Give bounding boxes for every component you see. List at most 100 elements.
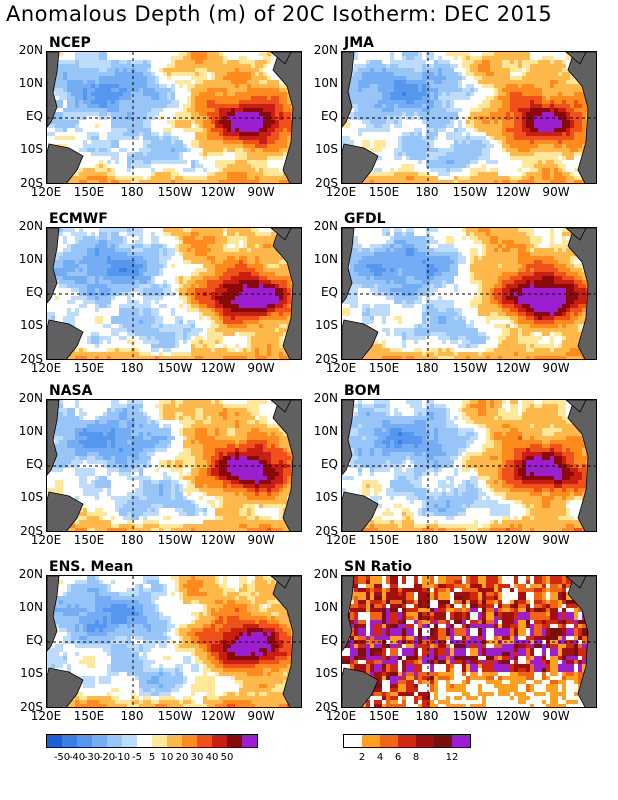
heatmap-cell	[187, 84, 191, 88]
heatmap-cell	[239, 152, 243, 156]
heatmap-cell	[422, 72, 426, 76]
heatmap-cell	[123, 76, 127, 80]
heatmap-cell	[127, 120, 131, 124]
heatmap-cell	[247, 60, 251, 64]
heatmap-cell	[247, 104, 251, 108]
heatmap-cell	[374, 104, 378, 108]
heatmap-cell	[430, 112, 434, 116]
heatmap-cell	[111, 104, 115, 108]
heatmap-cell	[215, 288, 219, 292]
heatmap-cell	[175, 244, 179, 248]
heatmap-cell	[115, 124, 119, 128]
heatmap-cell	[530, 100, 534, 104]
heatmap-cell	[486, 60, 490, 64]
heatmap-cell	[366, 92, 370, 96]
heatmap-cell	[95, 236, 99, 240]
heatmap-cell	[231, 276, 235, 280]
heatmap-cell	[275, 104, 279, 108]
heatmap-cell	[95, 76, 99, 80]
heatmap-cell	[566, 80, 570, 84]
heatmap-cell	[211, 344, 215, 348]
heatmap-cell	[570, 104, 574, 108]
heatmap-cell	[466, 72, 470, 76]
heatmap-cell	[239, 84, 243, 88]
heatmap-cell	[506, 132, 510, 136]
heatmap-cell	[486, 172, 490, 176]
heatmap-cell	[147, 92, 151, 96]
heatmap-cell	[175, 124, 179, 128]
heatmap-cell	[582, 120, 586, 124]
heatmap-cell	[219, 356, 223, 359]
heatmap-cell	[143, 132, 147, 136]
heatmap-cell	[87, 284, 91, 288]
heatmap-cell	[155, 100, 159, 104]
heatmap-cell	[91, 112, 95, 116]
heatmap-cell	[159, 148, 163, 152]
heatmap-cell	[418, 104, 422, 108]
heatmap-cell	[271, 112, 275, 116]
heatmap-cell	[91, 104, 95, 108]
heatmap-cell	[247, 76, 251, 80]
heatmap-cell	[562, 120, 566, 124]
heatmap-cell	[243, 236, 247, 240]
heatmap-cell	[211, 112, 215, 116]
heatmap-cell	[183, 340, 187, 344]
heatmap-cell	[219, 320, 223, 324]
heatmap-cell	[123, 68, 127, 72]
heatmap-cell	[538, 148, 542, 152]
heatmap-cell	[147, 112, 151, 116]
heatmap-cell	[159, 104, 163, 108]
heatmap-cell	[255, 232, 259, 236]
heatmap-cell	[554, 172, 558, 176]
heatmap-cell	[446, 72, 450, 76]
heatmap-cell	[239, 232, 243, 236]
heatmap-cell	[562, 136, 566, 140]
heatmap-cell	[502, 148, 506, 152]
heatmap-cell	[219, 92, 223, 96]
heatmap-cell	[199, 256, 203, 260]
heatmap-cell	[127, 132, 131, 136]
heatmap-cell	[107, 72, 111, 76]
heatmap-cell	[354, 112, 358, 116]
heatmap-cell	[47, 316, 51, 320]
heatmap-cell	[466, 92, 470, 96]
heatmap-cell	[422, 156, 426, 160]
heatmap-cell	[578, 124, 582, 128]
heatmap-cell	[259, 84, 263, 88]
heatmap-cell	[135, 80, 139, 84]
heatmap-cell	[518, 128, 522, 132]
heatmap-cell	[418, 156, 422, 160]
heatmap-cell	[223, 172, 227, 176]
heatmap-cell	[275, 168, 279, 172]
heatmap-cell	[486, 84, 490, 88]
heatmap-cell	[374, 108, 378, 112]
heatmap-cell	[203, 52, 207, 56]
heatmap-cell	[215, 120, 219, 124]
heatmap-cell	[522, 72, 526, 76]
heatmap-cell	[414, 136, 418, 140]
heatmap-cell	[450, 104, 454, 108]
heatmap-cell	[175, 148, 179, 152]
heatmap-cell	[430, 144, 434, 148]
heatmap-cell	[187, 52, 191, 56]
heatmap-cell	[111, 348, 115, 352]
heatmap-cell	[163, 328, 167, 332]
heatmap-cell	[398, 104, 402, 108]
heatmap-cell	[259, 260, 263, 264]
heatmap-cell	[438, 108, 442, 112]
heatmap-cell	[123, 316, 127, 320]
heatmap-cell	[370, 76, 374, 80]
heatmap-cell	[227, 352, 231, 356]
heatmap-cell	[203, 100, 207, 104]
heatmap-cell	[263, 128, 267, 132]
heatmap-cell	[155, 112, 159, 116]
heatmap-cell	[143, 128, 147, 132]
heatmap-cell	[382, 96, 386, 100]
heatmap-cell	[530, 108, 534, 112]
heatmap-cell	[382, 112, 386, 116]
heatmap-cell	[95, 72, 99, 76]
heatmap-cell	[263, 52, 267, 56]
heatmap-cell	[227, 112, 231, 116]
heatmap-cell	[91, 252, 95, 256]
heatmap-cell	[414, 84, 418, 88]
